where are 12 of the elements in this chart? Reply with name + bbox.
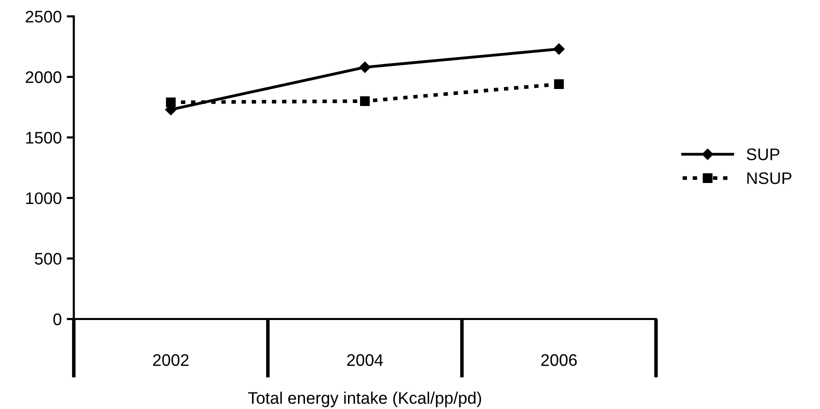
y-tick-label: 2500 <box>26 10 62 23</box>
x-tick-label: 2002 <box>153 354 189 366</box>
legend-label: NSUP <box>747 172 792 184</box>
legend-label: SUP <box>746 148 780 160</box>
y-tick-label: 1500 <box>26 132 62 144</box>
y-tick-label: 500 <box>34 252 62 265</box>
y-tick-label: 1000 <box>26 192 62 204</box>
y-tick-label: 0 <box>53 313 62 326</box>
x-axis-title: Total energy intake (Kcal/pp/pd) <box>248 392 482 408</box>
x-tick-label: 2006 <box>541 354 577 366</box>
y-tick-label: 2000 <box>26 71 62 84</box>
x-tick-label: 2004 <box>347 354 383 366</box>
